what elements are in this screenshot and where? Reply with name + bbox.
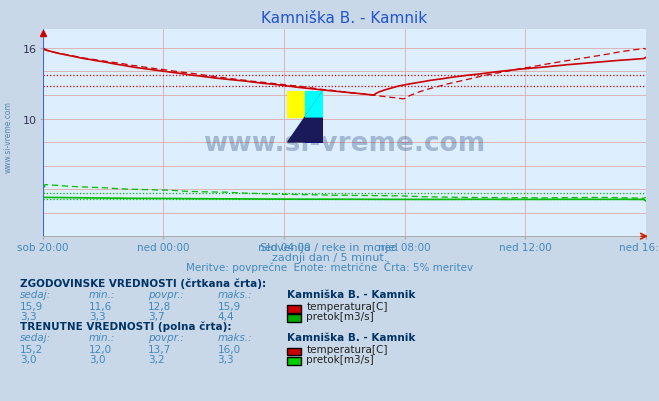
Bar: [287, 91, 305, 117]
Text: 3,3: 3,3: [89, 311, 105, 321]
Text: 3,3: 3,3: [217, 354, 234, 364]
Text: 15,2: 15,2: [20, 344, 43, 354]
Text: 3,2: 3,2: [148, 354, 165, 364]
Text: zadnji dan / 5 minut.: zadnji dan / 5 minut.: [272, 253, 387, 263]
Text: maks.:: maks.:: [217, 332, 252, 342]
Text: povpr.:: povpr.:: [148, 332, 184, 342]
Text: 12,8: 12,8: [148, 302, 171, 312]
Text: 12,0: 12,0: [89, 344, 112, 354]
Text: sedaj:: sedaj:: [20, 290, 51, 300]
Text: pretok[m3/s]: pretok[m3/s]: [306, 311, 374, 321]
Text: temperatura[C]: temperatura[C]: [306, 302, 388, 312]
Text: Kamniška B. - Kamnik: Kamniška B. - Kamnik: [287, 290, 415, 300]
Text: Slovenija / reke in morje.: Slovenija / reke in morje.: [260, 243, 399, 253]
Text: min.:: min.:: [89, 290, 115, 300]
Text: 11,6: 11,6: [89, 302, 112, 312]
Text: 3,7: 3,7: [148, 311, 165, 321]
Title: Kamniška B. - Kamnik: Kamniška B. - Kamnik: [261, 11, 428, 26]
Text: 3,3: 3,3: [20, 311, 36, 321]
Polygon shape: [288, 93, 322, 143]
Text: 16,0: 16,0: [217, 344, 241, 354]
Text: www.si-vreme.com: www.si-vreme.com: [203, 131, 486, 157]
Text: temperatura[C]: temperatura[C]: [306, 344, 388, 354]
Text: 15,9: 15,9: [20, 302, 43, 312]
Text: min.:: min.:: [89, 332, 115, 342]
Text: povpr.:: povpr.:: [148, 290, 184, 300]
Text: 15,9: 15,9: [217, 302, 241, 312]
Text: TRENUTNE VREDNOSTI (polna črta):: TRENUTNE VREDNOSTI (polna črta):: [20, 321, 231, 332]
Text: ZGODOVINSKE VREDNOSTI (črtkana črta):: ZGODOVINSKE VREDNOSTI (črtkana črta):: [20, 278, 266, 289]
Bar: [305, 91, 324, 117]
Text: www.si-vreme.com: www.si-vreme.com: [3, 101, 13, 172]
Text: Meritve: povprečne  Enote: metrične  Črta: 5% meritev: Meritve: povprečne Enote: metrične Črta:…: [186, 261, 473, 273]
Polygon shape: [305, 91, 324, 117]
Text: Kamniška B. - Kamnik: Kamniška B. - Kamnik: [287, 332, 415, 342]
Bar: [305, 117, 324, 144]
Text: 3,0: 3,0: [89, 354, 105, 364]
Text: 3,0: 3,0: [20, 354, 36, 364]
Text: 13,7: 13,7: [148, 344, 171, 354]
Text: pretok[m3/s]: pretok[m3/s]: [306, 354, 374, 364]
Text: sedaj:: sedaj:: [20, 332, 51, 342]
Text: 4,4: 4,4: [217, 311, 234, 321]
Text: maks.:: maks.:: [217, 290, 252, 300]
